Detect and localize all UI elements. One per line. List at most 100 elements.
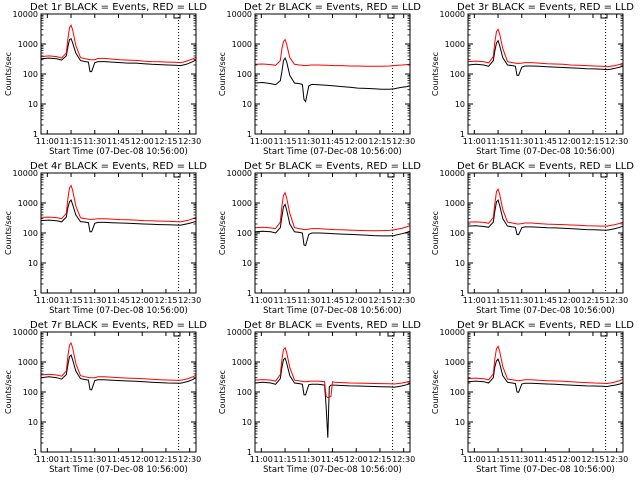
plot-frame [254, 331, 411, 453]
x-tick-label: 11:30 [83, 137, 106, 146]
x-tick-label: 11:00 [463, 455, 486, 464]
x-tick-label: 12:00 [131, 296, 154, 305]
chart-title: Det 5r BLACK = Events, RED = LLD [244, 161, 421, 172]
y-tick-label: 100 [450, 70, 465, 79]
corner-bracket [600, 14, 608, 19]
y-axis-label: Counts/sec [218, 370, 227, 414]
x-tick-label: 11:45 [534, 455, 557, 464]
series-line-events [467, 199, 624, 236]
chart-panel-6: Det 6r BLACK = Events, RED = LLD Counts/s… [431, 161, 634, 316]
y-tick-label: 10000 [13, 169, 38, 178]
y-tick-label: 100 [23, 388, 38, 397]
x-axis-label: Start Time (07-Dec-08 10:56:00) [49, 147, 188, 157]
x-tick-label: 12:30 [178, 137, 201, 146]
y-tick-label: 10 [242, 259, 252, 268]
x-tick-label: 12:15 [581, 296, 604, 305]
corner-bracket [600, 332, 608, 337]
series-line-lld [254, 191, 411, 232]
x-tick-label: 11:45 [107, 296, 130, 305]
x-tick-label: 11:15 [487, 455, 510, 464]
y-tick-label: 10 [242, 100, 252, 109]
y-tick-label: 1 [247, 289, 252, 298]
y-tick-label: 1000 [445, 40, 465, 49]
x-tick-label: 11:00 [463, 137, 486, 146]
x-tick-label: 12:00 [558, 455, 581, 464]
y-tick-label: 10000 [440, 169, 465, 178]
x-tick-label: 12:00 [345, 296, 368, 305]
series-line-lld [40, 341, 197, 381]
x-tick-label: 11:45 [321, 137, 344, 146]
x-tick-label: 12:00 [131, 455, 154, 464]
series-line-events [254, 203, 411, 247]
y-tick-label: 10000 [227, 328, 252, 337]
plot-frame [254, 13, 411, 135]
chart-panel-4: Det 4r BLACK = Events, RED = LLD Counts/s… [4, 161, 207, 316]
x-tick-label: 11:45 [534, 296, 557, 305]
x-tick-label: 11:30 [510, 137, 533, 146]
x-tick-label: 11:15 [60, 137, 83, 146]
y-tick-label: 1 [33, 289, 38, 298]
x-tick-label: 12:30 [392, 296, 415, 305]
x-tick-label: 12:30 [605, 455, 628, 464]
corner-bracket [173, 14, 181, 19]
series-line-lld [467, 345, 624, 385]
corner-bracket [600, 173, 608, 178]
x-axis-label: Start Time (07-Dec-08 10:56:00) [476, 147, 615, 157]
chart-title: Det 1r BLACK = Events, RED = LLD [30, 2, 207, 13]
y-tick-label: 100 [450, 229, 465, 238]
y-tick-label: 10 [242, 418, 252, 427]
x-tick-label: 12:15 [581, 455, 604, 464]
y-tick-label: 1 [33, 130, 38, 139]
chart-title: Det 3r BLACK = Events, RED = LLD [457, 2, 634, 13]
corner-bracket [387, 14, 395, 19]
x-tick-label: 12:15 [154, 455, 177, 464]
x-tick-label: 11:45 [107, 455, 130, 464]
x-tick-label: 12:30 [178, 296, 201, 305]
x-tick-label: 11:30 [83, 296, 106, 305]
y-tick-label: 1000 [232, 358, 252, 367]
y-axis-label: Counts/sec [218, 52, 227, 96]
x-tick-label: 12:00 [131, 137, 154, 146]
x-tick-label: 11:30 [297, 296, 320, 305]
chart-panel-7: Det 7r BLACK = Events, RED = LLD Counts/s… [4, 320, 207, 475]
x-tick-label: 12:00 [345, 455, 368, 464]
chart-title: Det 4r BLACK = Events, RED = LLD [30, 161, 207, 172]
x-tick-label: 12:30 [605, 296, 628, 305]
x-tick-label: 11:15 [60, 455, 83, 464]
corner-bracket [173, 173, 181, 178]
x-tick-label: 11:00 [36, 296, 59, 305]
chart-panel-9: Det 9r BLACK = Events, RED = LLD Counts/s… [431, 320, 634, 475]
y-tick-label: 1 [460, 289, 465, 298]
x-tick-label: 11:00 [36, 137, 59, 146]
y-axis-label: Counts/sec [431, 52, 440, 96]
series-line-lld [254, 346, 411, 399]
series-line-events [40, 37, 197, 73]
x-tick-label: 11:45 [321, 455, 344, 464]
y-tick-label: 1000 [18, 40, 38, 49]
x-tick-label: 11:30 [83, 455, 106, 464]
x-tick-label: 11:30 [297, 137, 320, 146]
chart-title: Det 9r BLACK = Events, RED = LLD [457, 320, 634, 331]
series-line-lld [40, 184, 197, 223]
chart-title: Det 2r BLACK = Events, RED = LLD [244, 2, 421, 13]
plot-frame [467, 172, 624, 294]
y-tick-label: 1 [247, 130, 252, 139]
y-tick-label: 10 [28, 418, 38, 427]
y-axis-label: Counts/sec [431, 211, 440, 255]
series-line-events [467, 39, 624, 76]
y-tick-label: 100 [450, 388, 465, 397]
x-tick-label: 11:00 [463, 296, 486, 305]
plot-frame [40, 13, 197, 135]
x-axis-label: Start Time (07-Dec-08 10:56:00) [263, 306, 402, 316]
y-tick-label: 10 [455, 259, 465, 268]
x-axis-label: Start Time (07-Dec-08 10:56:00) [476, 465, 615, 475]
x-tick-label: 12:00 [558, 137, 581, 146]
x-tick-label: 11:00 [250, 455, 273, 464]
y-tick-label: 10000 [440, 10, 465, 19]
y-tick-label: 100 [23, 70, 38, 79]
corner-bracket [173, 332, 181, 337]
chart-panel-1: Det 1r BLACK = Events, RED = LLD Counts/s… [4, 2, 207, 157]
y-tick-label: 1000 [232, 40, 252, 49]
y-tick-label: 10 [28, 100, 38, 109]
